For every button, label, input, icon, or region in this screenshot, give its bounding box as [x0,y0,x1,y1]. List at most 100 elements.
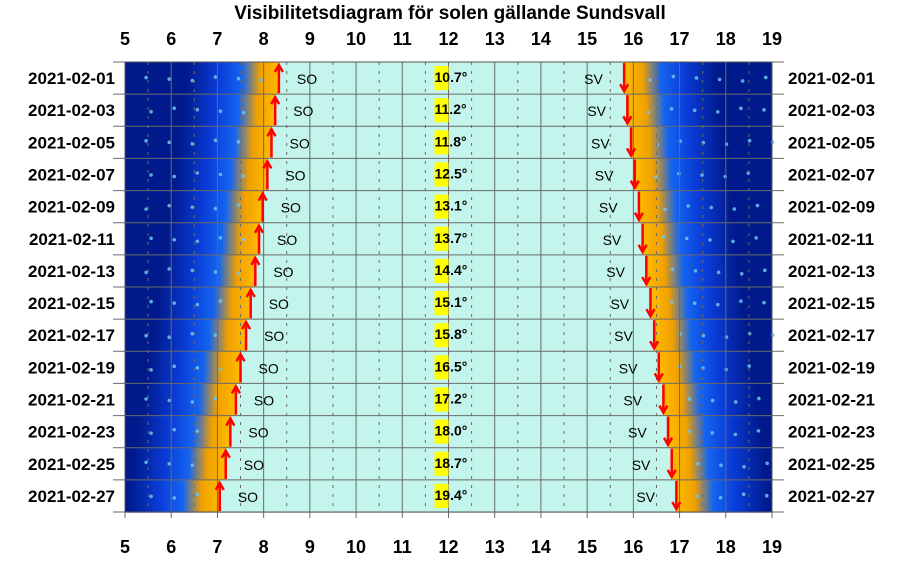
date-label-left: 2021-02-11 [29,230,115,249]
date-label-left: 2021-02-19 [28,358,115,377]
sunrise-arrow-head [245,287,256,298]
star-dot [149,368,153,372]
star-dot [747,138,752,143]
plot-border [124,61,773,513]
star-dot [213,206,218,211]
star-dot [149,109,153,114]
x-tick-label-top: 5 [120,29,130,49]
date-label-left: 2021-02-15 [28,294,115,313]
sunrise-direction-label: SO [297,71,317,87]
noon-elevation-label: 19.4° [435,487,468,503]
star-dot [213,270,218,274]
elevation-highlight [434,98,449,123]
star-dot [144,397,148,401]
star-dot [190,78,195,83]
star-dot [144,460,148,465]
elevation-highlight [434,258,449,283]
dusk-twilight-band [650,287,743,320]
star-dot [190,205,195,209]
star-dot [718,495,723,500]
dusk-twilight-band [631,126,724,160]
sunrise-direction-label: SO [293,103,313,119]
star-dot [646,110,651,115]
dawn-twilight-band [133,447,226,481]
axis-layer: 2021-02-01 2021-02-01 2021-02-03 2021-02-03… [28,29,875,557]
star-dot [190,331,195,336]
dawn-twilight-band [170,190,263,224]
x-tick-label-bottom: 17 [670,537,690,557]
x-tick-label-bottom: 15 [577,537,597,557]
star-dot [149,173,153,177]
x-tick-label-top: 8 [259,29,269,49]
sunset-arrow-head [653,372,664,383]
star-dot [241,110,246,115]
star-dot [167,267,172,271]
elevation-highlight [434,226,449,251]
date-label-right: 2021-02-25 [788,455,875,474]
sunset-arrow-head [622,115,633,126]
date-label-right: 2021-02-21 [788,391,875,410]
x-tick-label-top: 18 [716,29,736,49]
date-label-left: 2021-02-21 [28,391,115,410]
elevation-highlight [434,419,449,444]
star-dot [149,236,153,241]
star-dot [716,270,721,275]
sunrise-direction-label: SO [248,425,268,441]
date-label-left: 2021-02-27 [28,487,115,506]
date-label-left: 2021-02-03 [28,101,115,120]
dawn-twilight-band [162,254,256,288]
sunrise-direction-label: SO [277,232,297,248]
star-dot [746,171,751,175]
star-dot [670,267,675,272]
elevation-highlight [434,162,449,187]
noon-elevation-label: 12.5° [435,166,468,182]
star-dot [663,207,667,212]
star-dot [754,236,758,240]
sunset-direction-label: SV [603,232,622,248]
dawn-twilight-band [127,479,220,513]
star-dot [724,335,729,339]
star-dot [694,76,699,80]
star-dot [741,492,746,497]
star-dot [685,236,689,241]
date-label-right: 2021-02-01 [788,69,875,88]
sunset-arrow-head [641,276,652,287]
elevation-highlight [434,323,449,348]
sunset-direction-label: SV [623,393,642,409]
sunrise-arrow-head [262,158,273,170]
sunset-direction-label: SV [591,135,610,151]
x-tick-label-top: 14 [531,29,551,49]
star-dot [696,461,700,466]
x-tick-label-bottom: 10 [346,537,366,557]
star-dot [700,173,704,177]
star-dot [236,203,241,207]
sunrise-arrow-head [225,416,236,427]
daylight-band [246,319,655,352]
star-dot [218,172,223,177]
sunset-direction-label: SV [610,296,629,312]
sunset-arrow-head [633,212,644,223]
elevation-highlight [434,387,449,412]
elevation-highlight [434,291,449,316]
daylight-band [262,190,639,224]
star-dot [213,396,218,401]
star-dot [733,400,738,404]
star-dot [733,432,738,437]
star-dot [149,494,153,499]
sunset-arrow-head [666,469,677,480]
date-label-left: 2021-02-09 [28,198,115,217]
dawn-twilight-band [143,383,236,417]
sunset-arrow-head [658,404,669,416]
x-tick-label-top: 16 [623,29,643,49]
noon-elevation-label: 18.7° [435,455,468,471]
star-dot [695,494,700,499]
daylight-band [259,222,643,256]
star-dot [167,140,172,145]
star-dot [723,174,727,179]
daylight-band [255,254,647,288]
star-dot [757,396,761,401]
sunrise-arrow-head [240,319,252,330]
x-tick-label-bottom: 7 [212,537,222,557]
star-dot [172,174,177,179]
date-label-left: 2021-02-23 [28,423,115,442]
